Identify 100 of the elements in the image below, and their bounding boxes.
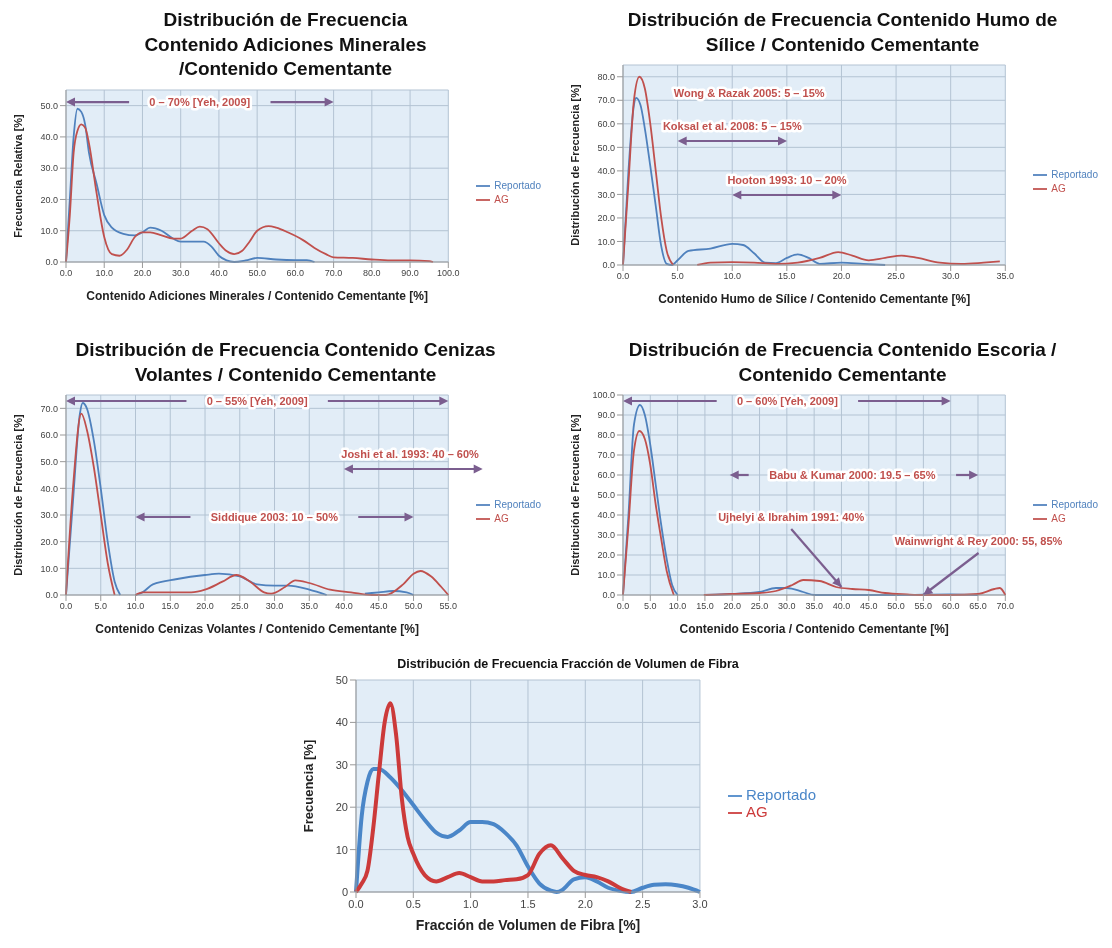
x-tick-label: 35.0 [805, 601, 823, 612]
x-tick-label: 0.0 [616, 271, 630, 282]
y-axis-title: Frecuencia Relativa [%] [11, 113, 24, 238]
annotation: 0 – 70% [Yeh, 2009] [149, 96, 251, 109]
y-tick-label: 30 [335, 758, 348, 771]
x-tick-label: 35.0 [300, 601, 319, 612]
annotation: Wainwright & Rey 2000: 55, 85% [894, 535, 1063, 548]
x-tick-label: 0.0 [59, 268, 73, 279]
x-axis-title: Contenido Adiciones Minerales / Contenido Cementante [%] [86, 289, 428, 304]
x-tick-label: 45.0 [370, 601, 388, 612]
y-tick-label: 20.0 [597, 550, 615, 561]
x-tick-label: 35.0 [996, 271, 1015, 282]
annotation: 0 – 60% [Yeh, 2009] [736, 395, 839, 408]
x-tick-label: 30.0 [778, 601, 796, 612]
y-tick-label: 90.0 [597, 410, 615, 421]
line-series [354, 701, 634, 895]
legend-label: AG [1051, 183, 1066, 195]
annotation: Koksal et al. 2008: 5 – 15% [662, 120, 802, 133]
y-tick-label: 50.0 [597, 490, 615, 501]
x-tick-label: 10.0 [723, 271, 741, 282]
x-tick-label: 10.0 [668, 601, 687, 612]
x-tick-label: 45.0 [860, 601, 878, 612]
y-tick-label: 10.0 [597, 570, 615, 581]
y-tick-label: 30.0 [597, 530, 615, 541]
y-tick-label: 40 [335, 716, 348, 729]
x-tick-label: 20.0 [196, 601, 214, 612]
annotation: Wong & Razak 2005: 5 – 15% [673, 87, 825, 100]
y-axis-title: Frecuencia [%] [300, 740, 316, 833]
y-tick-label: 50.0 [40, 457, 58, 468]
x-tick-label: 55.0 [439, 601, 458, 612]
y-tick-label: 40.0 [597, 166, 615, 177]
annotation: Babu & Kumar 2000: 19.5 – 65% [769, 469, 936, 482]
x-tick-label: 50.0 [248, 268, 266, 279]
x-tick-label: 60.0 [941, 601, 960, 612]
y-tick-label: 80.0 [597, 430, 615, 441]
x-tick-label: 55.0 [914, 601, 933, 612]
x-tick-label: 80.0 [363, 268, 381, 279]
annotation: 0 – 55% [Yeh, 2009] [206, 395, 308, 408]
x-tick-label: 50.0 [404, 601, 423, 612]
x-tick-label: 2.5 [634, 898, 651, 911]
x-tick-label: 5.0 [94, 601, 108, 612]
y-tick-label: 30.0 [40, 163, 58, 174]
x-axis-title: Contenido Cenizas Volantes / Contenido Cementante [%] [95, 622, 420, 637]
y-tick-label: 60.0 [597, 470, 615, 481]
legend-label: Reportado [1051, 169, 1098, 181]
x-tick-label: 40.0 [210, 268, 228, 279]
y-tick-label: 80.0 [597, 72, 615, 83]
legend-label: AG [494, 193, 509, 205]
y-tick-label: 70.0 [597, 95, 615, 106]
x-tick-label: 100.0 [437, 268, 460, 279]
y-tick-label: 10.0 [597, 237, 615, 248]
x-tick-label: 60.0 [286, 268, 305, 279]
legend-label: AG [494, 513, 509, 525]
x-tick-label: 30.0 [171, 268, 190, 279]
x-tick-label: 70.0 [996, 601, 1015, 612]
x-tick-label: 90.0 [401, 268, 419, 279]
chart-title: Distribución de Frecuencia Contenido Humo de Sílice / Contenido Cementante [626, 8, 1059, 57]
x-axis-title: Fracción de Volumen de Fibra [%] [415, 917, 641, 934]
x-tick-label: 0.5 [405, 898, 421, 911]
annotation: Ujhelyi & Ibrahim 1991: 40% [718, 511, 865, 524]
y-tick-label: 0.0 [45, 257, 58, 268]
y-tick-label: 0.0 [45, 590, 58, 601]
y-tick-label: 0.0 [602, 590, 615, 601]
y-tick-label: 50.0 [597, 142, 615, 153]
x-tick-label: 15.0 [161, 601, 180, 612]
x-tick-label: 5.0 [671, 271, 684, 282]
x-tick-label: 1.0 [463, 898, 479, 911]
x-tick-label: 50.0 [887, 601, 905, 612]
y-axis-title: Distribución de Frecuencia [%] [11, 414, 24, 577]
x-axis-title: Contenido Humo de Sílice / Contenido Cementante [%] [658, 292, 971, 307]
y-tick-label: 30.0 [597, 189, 615, 200]
y-axis-title: Distribución de Frecuencia [%] [568, 84, 581, 247]
y-tick-label: 100.0 [592, 390, 615, 401]
x-tick-label: 25.0 [231, 601, 249, 612]
x-tick-label: 25.0 [887, 271, 905, 282]
y-tick-label: 40.0 [40, 483, 58, 494]
x-tick-label: 10.0 [95, 268, 113, 279]
line-series [65, 123, 434, 263]
legend-label: Reportado [494, 179, 541, 191]
x-tick-label: 3.0 [692, 898, 708, 911]
y-tick-label: 50.0 [40, 100, 58, 111]
annotation: Joshi et al. 1993: 40 – 60% [341, 448, 480, 461]
x-axis-title: Contenido Escoria / Contenido Cementante [%] [679, 622, 949, 637]
x-tick-label: 0.0 [616, 601, 630, 612]
chart-title: Distribución de Frecuencia Fracción de Volumen de Fibra [396, 656, 740, 673]
x-tick-label: 40.0 [832, 601, 851, 612]
y-tick-label: 0 [341, 886, 348, 899]
y-tick-label: 20.0 [40, 537, 58, 548]
y-tick-label: 10.0 [40, 225, 58, 236]
chart-title: Distribución de Frecuencia Contenido Escoria / Contenido Cementante [627, 338, 1058, 387]
x-tick-label: 0.0 [348, 898, 364, 911]
chart-title: Distribución de Frecuencia Contenido Cenizas Volantes / Contenido Cementante [74, 338, 497, 387]
x-tick-label: 20.0 [723, 601, 741, 612]
legend-label: Reportado [1051, 499, 1098, 511]
y-tick-label: 20 [335, 801, 348, 814]
x-tick-label: 5.0 [644, 601, 657, 612]
x-tick-label: 2.0 [577, 898, 593, 911]
x-tick-label: 20.0 [133, 268, 152, 279]
chart-title: Distribución de Frecuencia Contenido Adiciones Minerales /Contenido Cementante [143, 8, 428, 82]
legend-label: Reportado [745, 786, 816, 804]
